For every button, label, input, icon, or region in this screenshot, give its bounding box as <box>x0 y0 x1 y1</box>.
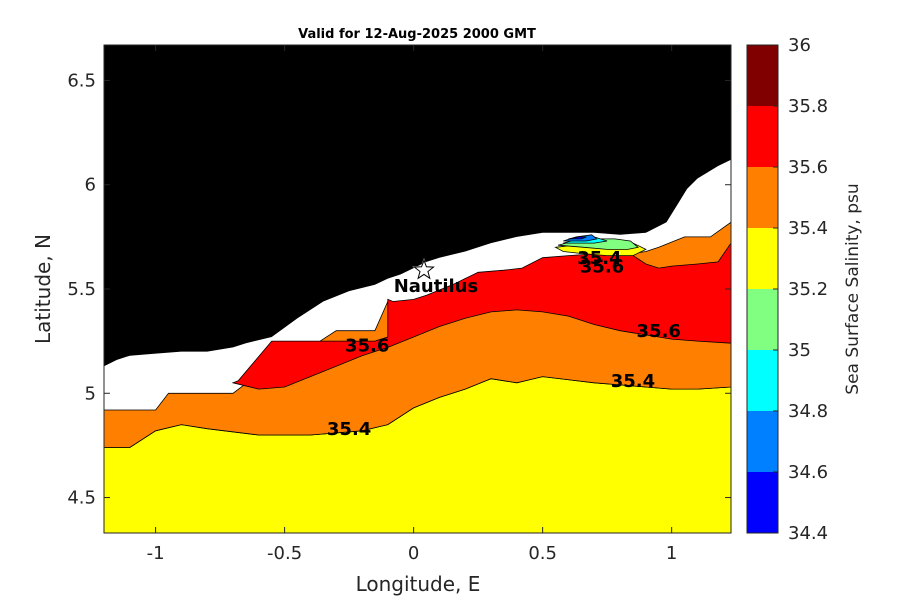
contour-label-5: 35.6 <box>580 256 624 277</box>
colorbar-tick-label: 35 <box>788 340 811 361</box>
contour-region-2 <box>231 242 731 390</box>
x-axis-label: Longitude, E <box>356 572 481 596</box>
contour-label-3: 35.6 <box>637 321 681 342</box>
nautilus-station-star-outline-icon <box>413 258 435 280</box>
contour-regions <box>104 45 731 533</box>
station-marker-group: Nautilus <box>394 258 479 297</box>
colorbar-tick-label: 35.2 <box>788 279 828 300</box>
colorbar-segment-4 <box>747 228 778 289</box>
x-axis: -1 -0.5 0 0.5 1 <box>147 45 677 564</box>
colorbar-tick-label: 34.8 <box>788 401 828 422</box>
station-label: Nautilus <box>394 276 479 297</box>
y-tick-label: 5 <box>85 383 96 404</box>
contour-label-2: 35.4 <box>611 371 655 392</box>
contour-label-0: 35.4 <box>327 419 371 440</box>
y-axis-label: Latitude, N <box>31 234 55 344</box>
colorbar-tick-label: 36 <box>788 35 811 56</box>
colorbar-tick-label: 34.6 <box>788 462 828 483</box>
y-tick-label: 6 <box>85 175 96 196</box>
y-tick-label: 6.5 <box>67 70 96 91</box>
contour-region-8 <box>104 45 731 367</box>
colorbar-segment-6 <box>747 106 778 167</box>
x-tick-label: -1 <box>147 543 165 564</box>
x-tick-label: 0 <box>408 543 419 564</box>
colorbar-tick-label: 35.4 <box>788 218 828 239</box>
colorbar: 34.4 34.6 34.8 35 35.2 35.4 35.6 35.8 36 <box>746 35 828 544</box>
x-tick-label: 0.5 <box>528 543 557 564</box>
plot-area: 35.435.635.435.635.435.6 Nautilus <box>103 44 732 534</box>
x-tick-label: -0.5 <box>267 543 302 564</box>
colorbar-segment-7 <box>747 45 778 106</box>
contour-labels: 35.435.635.435.635.435.6 <box>327 248 681 440</box>
colorbar-tick-label: 35.6 <box>788 157 828 178</box>
colorbar-tick-label: 34.4 <box>788 523 828 544</box>
contour-region-7 <box>568 236 587 240</box>
colorbar-label: Sea Surface Salinity, psu <box>843 183 863 394</box>
colorbar-segment-0 <box>747 472 778 533</box>
y-tick-label: 5.5 <box>67 279 96 300</box>
contour-label-1: 35.6 <box>345 336 389 357</box>
colorbar-segment-3 <box>747 289 778 350</box>
y-tick-label: 4.5 <box>67 488 96 509</box>
x-tick-label: 1 <box>666 543 677 564</box>
colorbar-tick-label: 35.8 <box>788 96 828 117</box>
colorbar-segment-1 <box>747 411 778 472</box>
colorbar-segment-5 <box>747 167 778 228</box>
colorbar-segment-2 <box>747 350 778 411</box>
chart-title: Valid for 12-Aug-2025 2000 GMT <box>298 27 536 42</box>
y-axis: 4.5 5 5.5 6 6.5 <box>67 70 731 509</box>
contour-label-4: 35.4 <box>577 248 621 269</box>
